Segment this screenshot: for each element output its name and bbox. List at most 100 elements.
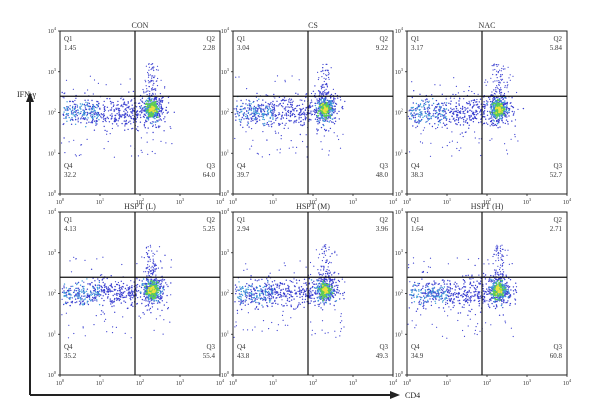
event-dot — [91, 120, 94, 122]
event-dot — [137, 290, 140, 292]
event-dot — [460, 117, 462, 120]
event-dot — [257, 108, 259, 110]
event-dot — [478, 138, 480, 140]
event-dot — [459, 124, 462, 126]
event-dot — [288, 147, 290, 149]
event-dot — [508, 109, 510, 112]
event-dot — [459, 97, 461, 99]
event-dot — [106, 297, 109, 299]
event-dot — [473, 117, 475, 119]
event-dot — [411, 109, 413, 112]
event-dot — [139, 99, 142, 101]
event-dot — [444, 116, 446, 119]
event-dot — [145, 91, 147, 93]
event-dot — [264, 124, 266, 126]
event-dot — [468, 90, 470, 92]
event-dot — [424, 101, 427, 104]
event-dot — [246, 288, 248, 290]
event-dot — [125, 108, 127, 110]
event-dot — [66, 109, 68, 112]
event-dot — [297, 113, 300, 116]
event-dot — [155, 97, 157, 99]
event-dot — [129, 295, 131, 297]
event-dot — [423, 127, 426, 129]
event-dot — [506, 85, 508, 87]
event-dot — [410, 118, 412, 120]
event-dot — [148, 115, 150, 118]
event-dot — [255, 286, 257, 288]
event-dot — [126, 289, 128, 291]
event-dot — [319, 112, 321, 114]
event-dot — [267, 280, 269, 282]
event-dot — [64, 152, 66, 154]
event-dot — [475, 109, 477, 112]
event-dot — [328, 78, 330, 80]
event-dot — [318, 101, 320, 104]
event-dot — [252, 119, 254, 122]
event-dot — [499, 100, 502, 102]
event-dot — [451, 108, 453, 111]
event-dot — [472, 118, 474, 120]
event-dot — [501, 74, 503, 76]
event-dot — [293, 110, 295, 112]
event-dots — [61, 244, 172, 339]
event-dot — [130, 286, 133, 288]
event-dot — [304, 119, 307, 121]
event-dot — [252, 294, 254, 296]
event-dot — [238, 114, 240, 116]
event-dot — [498, 119, 500, 122]
event-dot — [121, 295, 124, 297]
event-dot — [146, 132, 148, 134]
event-dot — [94, 116, 96, 118]
y-tick-label: 104 — [48, 207, 57, 216]
event-dot — [240, 111, 242, 113]
event-dot — [97, 295, 99, 297]
event-dot — [152, 75, 154, 77]
event-dot — [163, 319, 165, 321]
event-dot — [449, 118, 451, 121]
event-dot — [166, 284, 168, 286]
event-dot — [435, 112, 438, 114]
event-dot — [162, 286, 164, 288]
event-dot — [311, 101, 313, 103]
event-dot — [455, 85, 457, 87]
event-dot — [480, 114, 482, 116]
event-dot — [487, 81, 489, 83]
event-dot — [325, 88, 327, 90]
event-dot — [495, 117, 498, 119]
event-dot — [132, 121, 135, 123]
event-dot — [308, 105, 310, 107]
event-dot — [92, 299, 94, 301]
event-dot — [81, 280, 83, 282]
event-dot — [290, 295, 292, 298]
event-dot — [512, 106, 515, 109]
event-dot — [144, 100, 147, 103]
event-dot — [269, 111, 272, 113]
event-dot — [141, 101, 144, 103]
event-dot — [317, 117, 319, 119]
event-dot — [322, 70, 324, 72]
event-dot — [273, 122, 275, 124]
event-dot — [143, 290, 146, 292]
event-dot — [78, 300, 80, 302]
event-dot — [457, 92, 459, 94]
event-dot — [266, 110, 269, 113]
event-dot — [473, 104, 475, 106]
event-dot — [236, 309, 239, 312]
event-dot — [77, 117, 80, 119]
event-dot — [506, 81, 508, 84]
event-dot — [74, 116, 77, 118]
event-dot — [119, 292, 122, 294]
event-dot — [153, 99, 155, 101]
event-dot — [149, 90, 151, 92]
event-dot — [158, 98, 160, 100]
event-dot — [494, 96, 496, 98]
event-dot — [417, 113, 420, 115]
event-dot — [98, 286, 101, 289]
event-dot — [322, 109, 325, 112]
event-dot — [80, 298, 82, 300]
event-dot — [75, 110, 78, 112]
event-dot — [256, 287, 258, 289]
y-tick-label: 100 — [48, 370, 57, 379]
event-dot — [240, 121, 242, 123]
